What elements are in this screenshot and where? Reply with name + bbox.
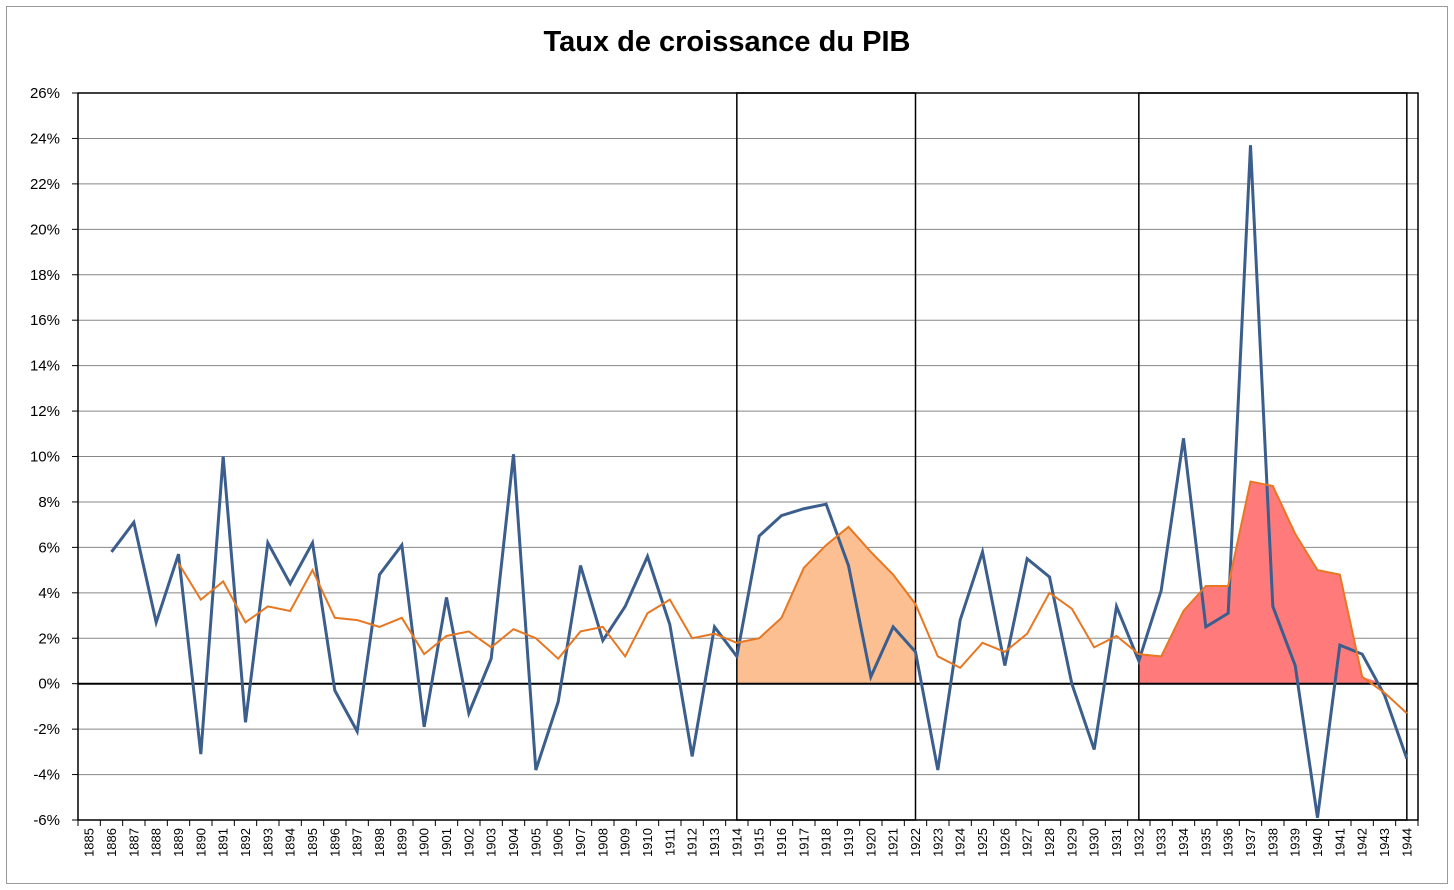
x-tick-label: 1940 [1310,828,1325,857]
x-tick-label: 1885 [82,828,97,857]
x-tick-label: 1911 [662,828,677,856]
series-line-blue [110,145,1409,818]
x-tick-label: 1904 [506,828,521,857]
x-tick-label: 1941 [1332,828,1347,857]
x-tick-label: 1910 [640,828,655,857]
x-tick-label: 1889 [171,828,186,857]
x-tick-label: 1896 [327,828,342,857]
x-tick-label: 1894 [283,828,298,857]
figure-border [6,6,1448,884]
x-tick-label: 1891 [216,828,231,857]
y-tick-label: 8% [38,494,60,511]
x-tick-label: 1934 [1176,828,1191,857]
y-tick-label: -4% [33,767,60,784]
x-tick-label: 1943 [1377,828,1392,857]
x-tick-label: 1892 [238,828,253,857]
x-tick-label: 1887 [126,828,141,857]
x-tick-label: 1922 [908,828,923,857]
x-tick-label: 1926 [997,828,1012,857]
y-tick-label: 24% [30,130,60,147]
x-tick-label: 1924 [953,828,968,857]
period-box-1914-1922 [736,92,917,821]
x-tick-label: 1933 [1154,828,1169,857]
x-tick-label: 1935 [1198,828,1213,857]
y-tick-label: 4% [38,585,60,602]
y-tick-label: 10% [30,449,60,466]
x-tick-label: 1909 [618,828,633,857]
y-tick-label: 6% [38,539,60,556]
y-tick-label: 16% [30,312,60,329]
x-tick-label: 1918 [819,828,834,857]
x-tick-label: 1927 [1020,828,1035,857]
x-tick-label: 1929 [1064,828,1079,857]
x-tick-label: 1912 [685,828,700,857]
x-tick-label: 1930 [1087,828,1102,857]
series-line-orange [177,480,1408,714]
y-tick-label: 2% [38,630,60,647]
x-tick-label: 1906 [551,828,566,857]
x-tick-label: 1901 [439,828,454,857]
x-tick-label: 1886 [104,828,119,857]
x-tick-label: 1937 [1243,828,1258,857]
x-tick-label: 1932 [1131,828,1146,857]
x-tick-label: 1890 [193,828,208,857]
x-tick-label: 1936 [1221,828,1236,857]
x-tick-label: 1905 [528,828,543,857]
y-tick-label: 26% [30,85,60,102]
x-tick-label: 1942 [1355,828,1370,857]
x-tick-label: 1938 [1265,828,1280,857]
x-tick-label: 1895 [305,828,320,857]
x-tick-label: 1944 [1399,828,1414,857]
period-box-1932-1944 [1138,92,1408,821]
x-tick-label: 1921 [886,828,901,857]
x-tick-label: 1900 [417,828,432,857]
x-tick-label: 1916 [774,828,789,857]
y-tick-label: 12% [30,403,60,420]
highlight-area-1914-1922 [736,526,916,684]
x-tick-label: 1917 [796,828,811,857]
x-tick-label: 1919 [841,828,856,857]
x-tick-label: 1893 [260,828,275,857]
y-tick-label: 20% [30,221,60,238]
x-tick-label: 1899 [394,828,409,857]
x-tick-label: 1931 [1109,828,1124,857]
x-tick-label: 1902 [461,828,476,857]
y-tick-label: 22% [30,176,60,193]
x-tick-label: 1897 [350,828,365,857]
y-tick-label: 14% [30,358,60,375]
chart-title: Taux de croissance du PIB [543,26,911,58]
x-tick-label: 1925 [975,828,990,857]
x-tick-label: 1915 [752,828,767,857]
x-tick-label: 1928 [1042,828,1057,857]
x-tick-label: 1920 [863,828,878,857]
y-tick-label: -2% [33,721,60,738]
y-tick-label: 18% [30,267,60,284]
x-tick-label: 1903 [484,828,499,857]
x-tick-label: 1888 [149,828,164,857]
y-tick-label: -6% [33,812,60,829]
x-tick-label: 1939 [1288,828,1303,857]
x-tick-label: 1914 [729,828,744,857]
x-tick-label: 1923 [930,828,945,857]
y-tick-label: 0% [38,676,60,693]
x-tick-label: 1898 [372,828,387,857]
x-tick-label: 1907 [573,828,588,857]
x-tick-label: 1908 [595,828,610,857]
x-tick-label: 1913 [707,828,722,857]
